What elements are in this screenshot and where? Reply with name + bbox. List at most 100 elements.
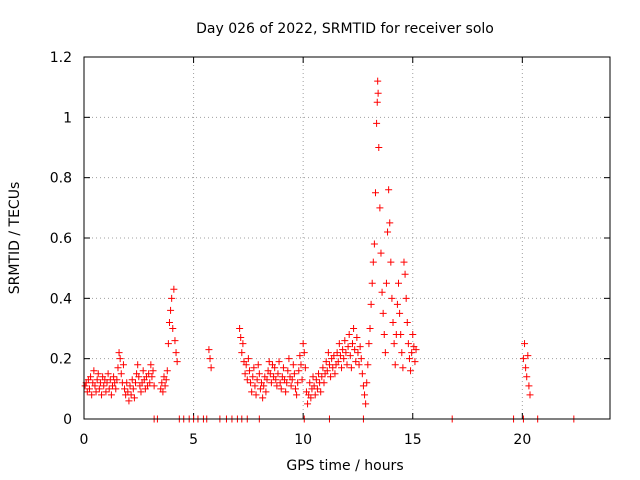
data-point <box>242 361 250 369</box>
data-point <box>117 370 125 378</box>
y-tick-label: 0.8 <box>50 171 72 187</box>
data-point <box>135 373 143 381</box>
data-point <box>389 318 397 326</box>
data-point <box>94 370 102 378</box>
data-point <box>309 373 317 381</box>
data-point <box>92 388 100 396</box>
data-point <box>325 361 333 369</box>
data-point <box>168 294 176 302</box>
data-points <box>81 77 578 423</box>
data-point <box>276 379 284 387</box>
data-point <box>167 306 175 314</box>
data-point <box>409 331 417 339</box>
data-point <box>350 325 358 332</box>
data-point <box>169 325 177 332</box>
data-point <box>241 370 249 378</box>
data-point <box>104 370 112 378</box>
data-point <box>323 367 331 375</box>
data-point <box>396 309 404 317</box>
data-point <box>244 355 252 363</box>
data-point <box>380 331 388 339</box>
data-point <box>102 388 110 396</box>
data-point <box>367 300 375 308</box>
data-point <box>239 340 247 348</box>
data-point <box>277 385 285 393</box>
y-tick-label: 0.2 <box>50 352 72 368</box>
data-point <box>344 343 352 351</box>
data-point <box>373 98 381 106</box>
data-point <box>373 119 381 127</box>
data-point <box>127 391 135 399</box>
data-point <box>158 379 166 387</box>
data-point <box>248 388 256 396</box>
data-point <box>519 355 527 363</box>
data-point <box>247 379 255 387</box>
data-point <box>249 373 257 381</box>
y-tick-label: 0.4 <box>50 291 72 307</box>
data-point <box>408 349 416 357</box>
data-point <box>91 382 99 390</box>
data-point <box>297 361 305 369</box>
data-point <box>397 331 405 339</box>
data-point <box>340 355 348 363</box>
grid <box>84 57 610 419</box>
data-point <box>100 382 108 390</box>
data-point <box>284 367 292 375</box>
data-point <box>388 294 396 302</box>
data-point <box>96 379 104 387</box>
data-point <box>134 361 142 369</box>
x-tick-labels: 0 5 10 15 20 <box>80 432 532 448</box>
data-point <box>291 385 299 393</box>
data-point <box>165 318 173 326</box>
y-tick-label: 0.6 <box>50 231 72 247</box>
data-point <box>335 340 343 348</box>
data-point <box>170 285 178 293</box>
data-point <box>352 358 360 366</box>
data-point <box>358 370 366 378</box>
data-point <box>364 361 372 369</box>
data-point <box>81 382 89 390</box>
data-point <box>116 355 124 363</box>
data-point <box>299 340 307 348</box>
data-point <box>412 346 420 354</box>
data-point <box>385 186 393 194</box>
data-point <box>339 346 347 354</box>
data-point <box>405 355 413 363</box>
data-point <box>113 376 121 384</box>
data-point <box>401 270 409 278</box>
data-point <box>329 364 337 372</box>
data-point <box>287 382 295 390</box>
y-tick-label: 1 <box>63 110 72 126</box>
data-point <box>260 382 268 390</box>
data-point <box>390 340 398 348</box>
data-point <box>395 279 403 287</box>
data-point <box>374 89 382 97</box>
data-point <box>253 376 261 384</box>
data-point <box>377 249 385 257</box>
data-point <box>124 388 132 396</box>
data-point <box>312 376 320 384</box>
data-point <box>336 352 344 360</box>
data-point <box>522 364 530 372</box>
data-point <box>267 379 275 387</box>
data-point <box>279 364 287 372</box>
data-point <box>205 346 213 354</box>
data-point <box>304 400 312 408</box>
data-point <box>338 364 346 372</box>
data-point <box>368 279 376 287</box>
plot-frame <box>83 56 611 420</box>
data-point <box>341 337 349 345</box>
data-point <box>106 376 114 384</box>
data-point <box>105 385 113 393</box>
data-point <box>322 358 330 366</box>
data-point <box>378 288 386 296</box>
data-point <box>159 388 167 396</box>
data-point <box>238 349 246 357</box>
data-point <box>294 379 302 387</box>
data-point <box>296 352 304 360</box>
data-point <box>526 391 534 399</box>
data-point <box>237 334 245 342</box>
data-point <box>293 391 301 399</box>
data-point <box>320 379 328 387</box>
